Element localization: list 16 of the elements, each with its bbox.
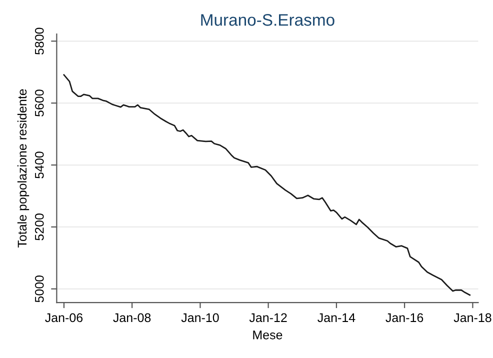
- y-tick-label: 5400: [34, 152, 44, 178]
- chart-title: Murano-S.Erasmo: [201, 14, 334, 26]
- x-tick-label: Jan-10: [181, 313, 219, 322]
- y-tick-label: 5200: [34, 214, 44, 240]
- x-tick-label: Jan-08: [113, 313, 151, 322]
- line-series: [63, 74, 471, 296]
- x-tick-label: Jan-18: [454, 313, 492, 322]
- y-axis-title: Totale popolazione residente: [17, 89, 30, 248]
- x-tick-label: Jan-06: [45, 313, 83, 322]
- x-axis-title: Mese: [253, 330, 282, 340]
- x-tick-label: Jan-14: [318, 313, 356, 322]
- y-tick-label: 5800: [34, 28, 44, 55]
- x-tick-label: Jan-12: [249, 313, 287, 322]
- y-tick-label: 5000: [34, 275, 44, 302]
- y-tick-label: 5600: [34, 90, 44, 116]
- x-tick-label: Jan-16: [386, 313, 424, 322]
